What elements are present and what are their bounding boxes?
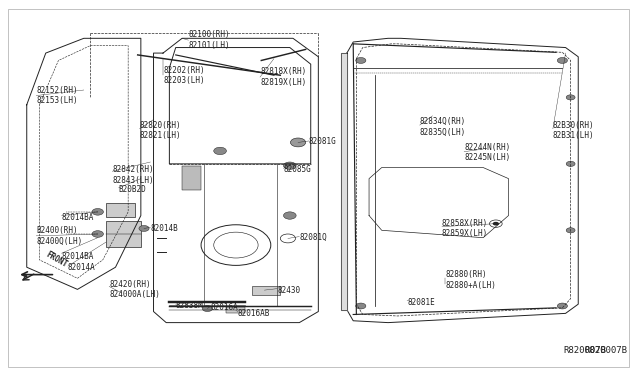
Text: 82152(RH)
82153(LH): 82152(RH) 82153(LH) bbox=[36, 86, 78, 105]
Circle shape bbox=[202, 306, 212, 311]
Text: 82081E: 82081E bbox=[407, 298, 435, 307]
Text: 82085G: 82085G bbox=[284, 165, 311, 174]
Text: FRONT: FRONT bbox=[45, 250, 69, 269]
Text: 82100(RH)
82101(LH): 82100(RH) 82101(LH) bbox=[188, 31, 230, 50]
Text: 82014BA: 82014BA bbox=[61, 213, 94, 222]
Circle shape bbox=[92, 209, 104, 215]
Circle shape bbox=[139, 225, 149, 231]
Text: B20B2D: B20B2D bbox=[118, 185, 147, 194]
Circle shape bbox=[557, 58, 568, 63]
Text: 82880(RH)
82880+A(LH): 82880(RH) 82880+A(LH) bbox=[445, 270, 496, 290]
Bar bbox=[106, 203, 134, 217]
Text: 82081Q: 82081Q bbox=[300, 233, 327, 242]
Text: 82014A: 82014A bbox=[68, 263, 96, 272]
Text: 82202(RH)
82203(LH): 82202(RH) 82203(LH) bbox=[163, 65, 205, 85]
Circle shape bbox=[284, 212, 296, 219]
Text: 82818X(RH)
82819X(LH): 82818X(RH) 82819X(LH) bbox=[260, 67, 307, 87]
Bar bbox=[182, 166, 201, 190]
Text: 82081G: 82081G bbox=[309, 137, 337, 146]
Text: R820007B: R820007B bbox=[563, 346, 606, 355]
Text: B2400(RH)
82400Q(LH): B2400(RH) 82400Q(LH) bbox=[36, 226, 83, 246]
Text: 82838M: 82838M bbox=[176, 301, 204, 311]
Circle shape bbox=[284, 162, 296, 169]
Circle shape bbox=[493, 222, 499, 225]
Bar bbox=[106, 221, 141, 247]
Text: 82420(RH)
824000A(LH): 82420(RH) 824000A(LH) bbox=[109, 280, 160, 299]
Circle shape bbox=[356, 303, 366, 309]
Circle shape bbox=[566, 161, 575, 166]
Circle shape bbox=[92, 231, 104, 237]
Text: 82820(RH)
82821(LH): 82820(RH) 82821(LH) bbox=[140, 121, 181, 140]
Circle shape bbox=[214, 147, 227, 155]
Polygon shape bbox=[340, 53, 347, 310]
Text: R820007B: R820007B bbox=[584, 346, 628, 355]
Text: 82016A: 82016A bbox=[211, 303, 238, 312]
Circle shape bbox=[291, 138, 306, 147]
Text: 82430: 82430 bbox=[277, 286, 300, 295]
Text: 82014B: 82014B bbox=[150, 224, 178, 233]
Circle shape bbox=[356, 58, 366, 63]
Text: 82016AB: 82016AB bbox=[238, 309, 270, 318]
Bar bbox=[252, 286, 280, 295]
Text: 82858X(RH)
82859X(LH): 82858X(RH) 82859X(LH) bbox=[442, 219, 488, 238]
Text: 82244N(RH)
82245N(LH): 82244N(RH) 82245N(LH) bbox=[464, 143, 510, 163]
Text: 82834Q(RH)
82835Q(LH): 82834Q(RH) 82835Q(LH) bbox=[420, 117, 466, 137]
Circle shape bbox=[566, 95, 575, 100]
Circle shape bbox=[557, 303, 568, 309]
Text: 82B30(RH)
82B31(LH): 82B30(RH) 82B31(LH) bbox=[553, 121, 595, 140]
Circle shape bbox=[566, 228, 575, 233]
Text: 82842(RH)
82843(LH): 82842(RH) 82843(LH) bbox=[113, 165, 154, 185]
Text: 82014BA: 82014BA bbox=[61, 251, 94, 261]
Bar bbox=[227, 307, 246, 313]
